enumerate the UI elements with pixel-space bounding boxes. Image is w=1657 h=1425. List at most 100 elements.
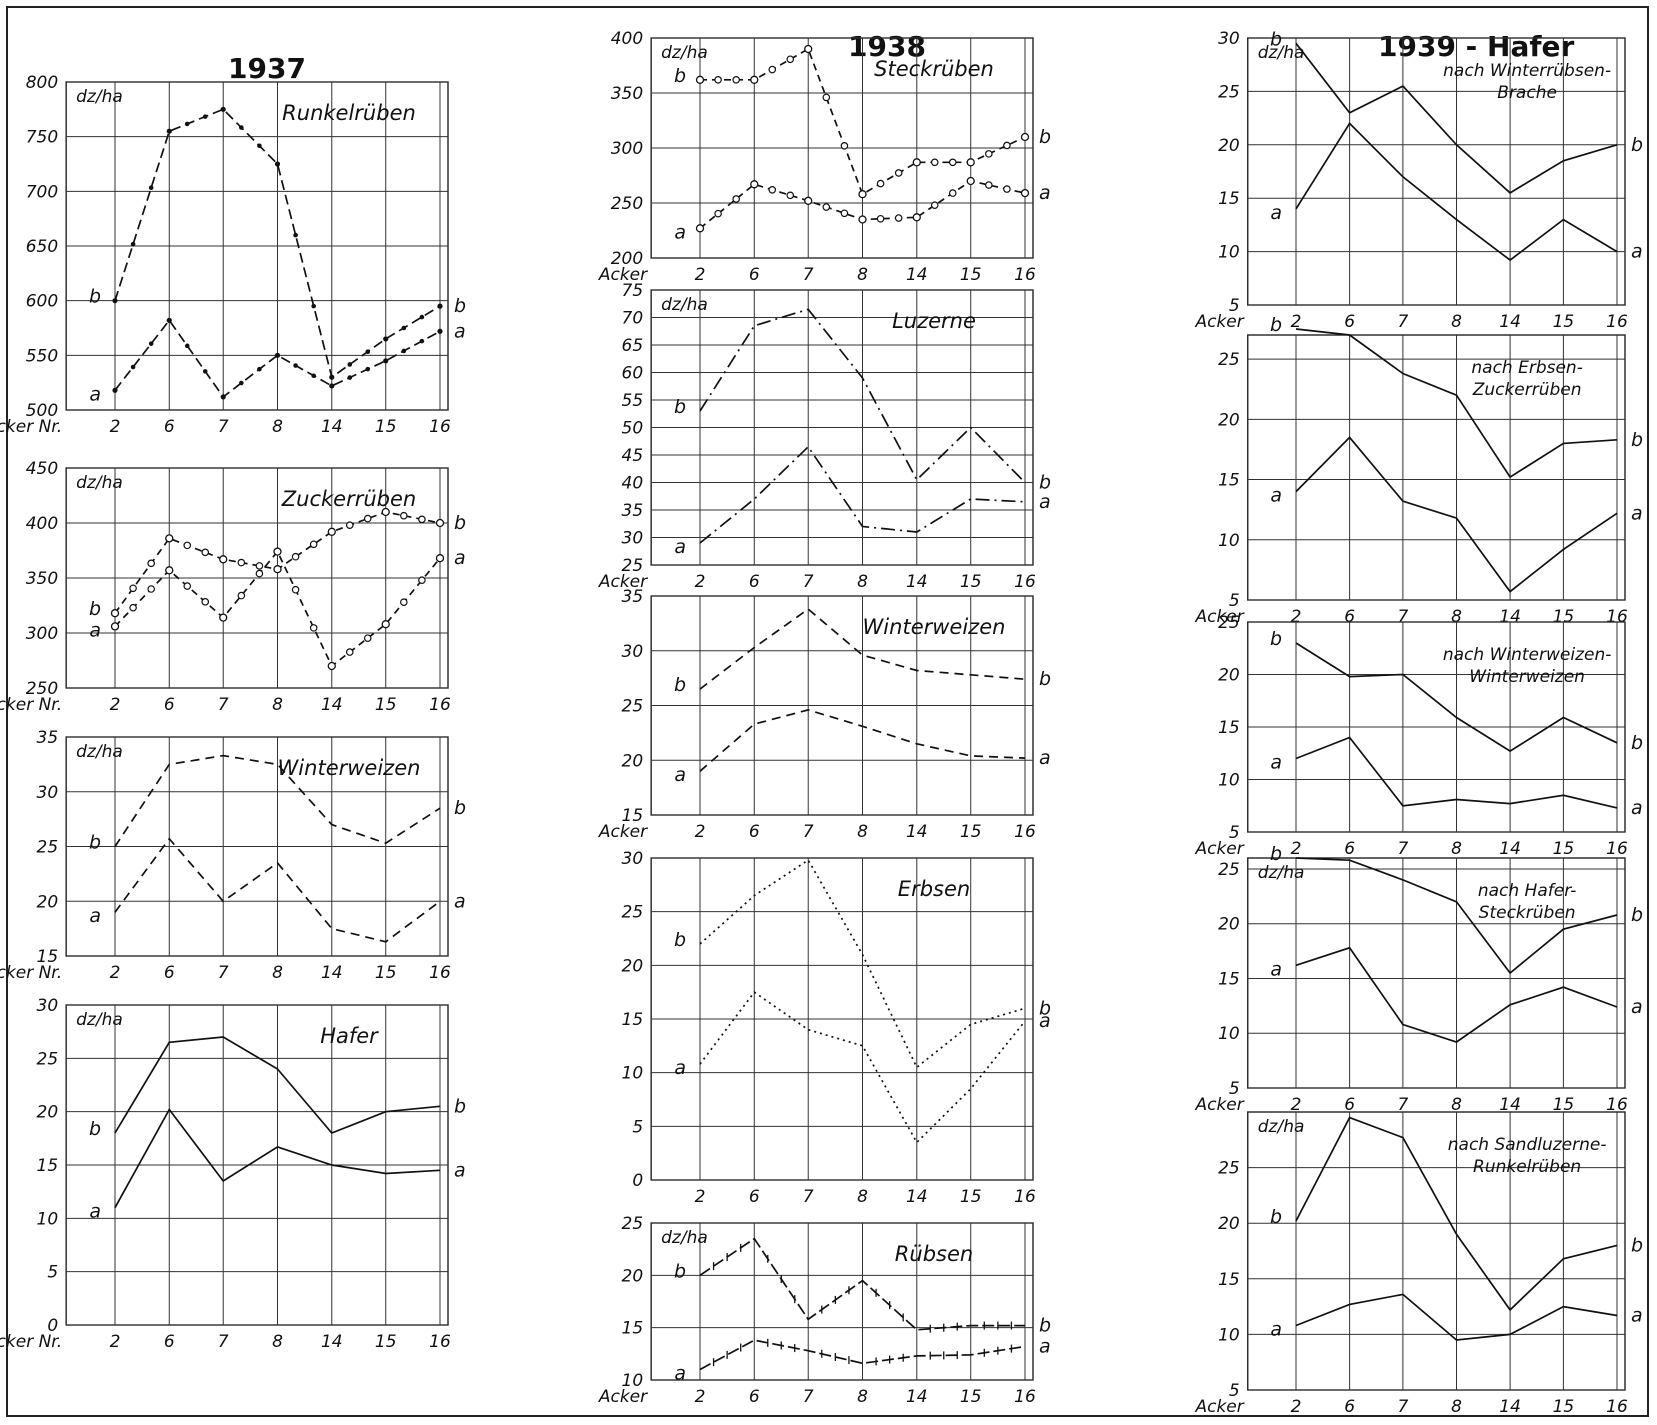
data-point-marker xyxy=(347,362,353,367)
data-point xyxy=(273,547,282,556)
data-point-marker xyxy=(129,584,137,593)
y-tick-label: 5 xyxy=(1229,823,1240,843)
series-label-left-a: a xyxy=(674,1057,686,1079)
x-tick-label: 15 xyxy=(960,572,982,592)
x-tick-label: 16 xyxy=(1606,1095,1628,1115)
x-axis-label: Acker xyxy=(598,265,648,285)
series-label-right-a: a xyxy=(1039,747,1051,769)
data-point-marker xyxy=(418,576,426,585)
x-tick-label: 6 xyxy=(1344,607,1355,627)
data-point xyxy=(912,158,921,167)
y-tick-label: 750 xyxy=(26,128,58,148)
y-tick-label: 10 xyxy=(1218,1024,1240,1044)
y-tick-label: 30 xyxy=(37,783,59,803)
chart-title: Luzerne xyxy=(892,309,976,333)
series-label-right-b: b xyxy=(1039,668,1051,690)
y-tick-label: 25 xyxy=(622,556,644,576)
data-point xyxy=(329,383,335,389)
y-tick-label: 25 xyxy=(1218,350,1240,370)
data-point xyxy=(966,158,975,167)
y-tick-label: 15 xyxy=(1218,969,1240,989)
x-tick-label: 6 xyxy=(749,822,760,842)
y-tick-label: 35 xyxy=(37,728,59,748)
data-point-marker xyxy=(201,598,210,606)
series-label-left-a: a xyxy=(674,1363,686,1385)
y-axis-unit-label: dz/ha xyxy=(76,473,123,493)
y-tick-label: 15 xyxy=(37,1156,59,1176)
data-point-marker xyxy=(822,93,831,102)
data-point xyxy=(110,622,120,631)
y-axis-unit-label: dz/ha xyxy=(1258,43,1305,63)
series-label-left-a: a xyxy=(1270,1319,1282,1341)
y-tick-label: 550 xyxy=(26,346,58,366)
x-tick-label: 7 xyxy=(803,1187,814,1207)
y-tick-label: 10 xyxy=(1218,771,1240,791)
series-line-b xyxy=(699,1237,1025,1331)
y-tick-label: 60 xyxy=(622,364,644,384)
y-tick-label: 25 xyxy=(1218,613,1240,633)
y-tick-label: 35 xyxy=(622,587,644,607)
y-tick-label: 400 xyxy=(26,514,58,534)
series-label-left-b: b xyxy=(674,929,686,951)
series-label-right-a: a xyxy=(1039,1336,1051,1358)
x-tick-label: 7 xyxy=(1397,839,1408,859)
y-tick-label: 250 xyxy=(611,194,643,214)
y-tick-label: 70 xyxy=(622,309,644,329)
y-tick-label: 650 xyxy=(26,237,58,257)
data-point xyxy=(165,534,174,543)
x-tick-label: 15 xyxy=(375,1332,397,1352)
y-tick-label: 600 xyxy=(26,292,58,312)
y-axis-unit-label: dz/ha xyxy=(1258,1117,1305,1137)
y-tick-label: 25 xyxy=(37,1049,59,1069)
y-axis-unit-label: dz/ha xyxy=(661,1228,708,1248)
x-tick-label: 8 xyxy=(1451,312,1462,332)
y-tick-label: 15 xyxy=(622,1319,644,1339)
x-tick-label: 16 xyxy=(1014,822,1036,842)
x-tick-label: 8 xyxy=(272,417,283,437)
data-point-marker xyxy=(732,76,740,84)
data-point xyxy=(912,213,921,222)
series-label-left-b: b xyxy=(674,396,686,418)
series-label-right-a: a xyxy=(1631,1304,1643,1326)
data-point-marker xyxy=(732,195,740,203)
data-point-marker xyxy=(291,585,300,594)
y-tick-label: 20 xyxy=(37,1103,59,1123)
x-tick-label: 15 xyxy=(1553,1095,1575,1115)
data-point xyxy=(695,75,705,84)
y-tick-label: 5 xyxy=(1229,1381,1240,1401)
y-tick-label: 10 xyxy=(622,1371,644,1391)
data-point-marker xyxy=(184,343,190,349)
x-tick-label: 2 xyxy=(695,265,706,285)
series-label-left-a: a xyxy=(674,536,686,558)
data-point-marker xyxy=(948,158,957,167)
y-tick-label: 25 xyxy=(1218,1159,1240,1179)
data-point-marker xyxy=(840,209,849,218)
y-tick-label: 65 xyxy=(622,336,644,356)
series-line-a xyxy=(699,445,1026,544)
x-tick-label: 16 xyxy=(1014,1387,1036,1407)
x-tick-label: 7 xyxy=(803,265,814,285)
series-label-left-b: b xyxy=(674,65,686,87)
data-point xyxy=(858,215,867,224)
x-axis-label: Acker Nr. xyxy=(0,963,62,983)
series-label-left-a: a xyxy=(1270,485,1282,507)
x-tick-label: 15 xyxy=(960,1187,982,1207)
x-tick-label: 16 xyxy=(429,1332,451,1352)
data-point xyxy=(220,394,226,400)
data-point-marker xyxy=(255,569,264,578)
series-label-left-a: a xyxy=(89,1201,101,1223)
data-point xyxy=(273,565,282,574)
series-line-a xyxy=(699,709,1026,772)
series-line-a xyxy=(1295,736,1618,809)
chart-panel-1938-winterweizen: 15 20 25 30 35 2 6 7 8 14 15 16 Acker Winterweizen b b a… xyxy=(598,587,1051,842)
x-tick-label: 8 xyxy=(1451,1397,1462,1417)
y-axis-unit-label: dz/ha xyxy=(661,43,708,63)
data-point xyxy=(327,527,336,536)
x-tick-label: 16 xyxy=(429,417,451,437)
y-tick-label: 10 xyxy=(1218,531,1240,551)
series-label-left-a: a xyxy=(89,619,101,641)
series-line-b xyxy=(699,608,1026,690)
data-point xyxy=(435,554,445,563)
x-axis-label: Acker xyxy=(1194,1397,1244,1417)
data-point-marker xyxy=(257,143,262,149)
